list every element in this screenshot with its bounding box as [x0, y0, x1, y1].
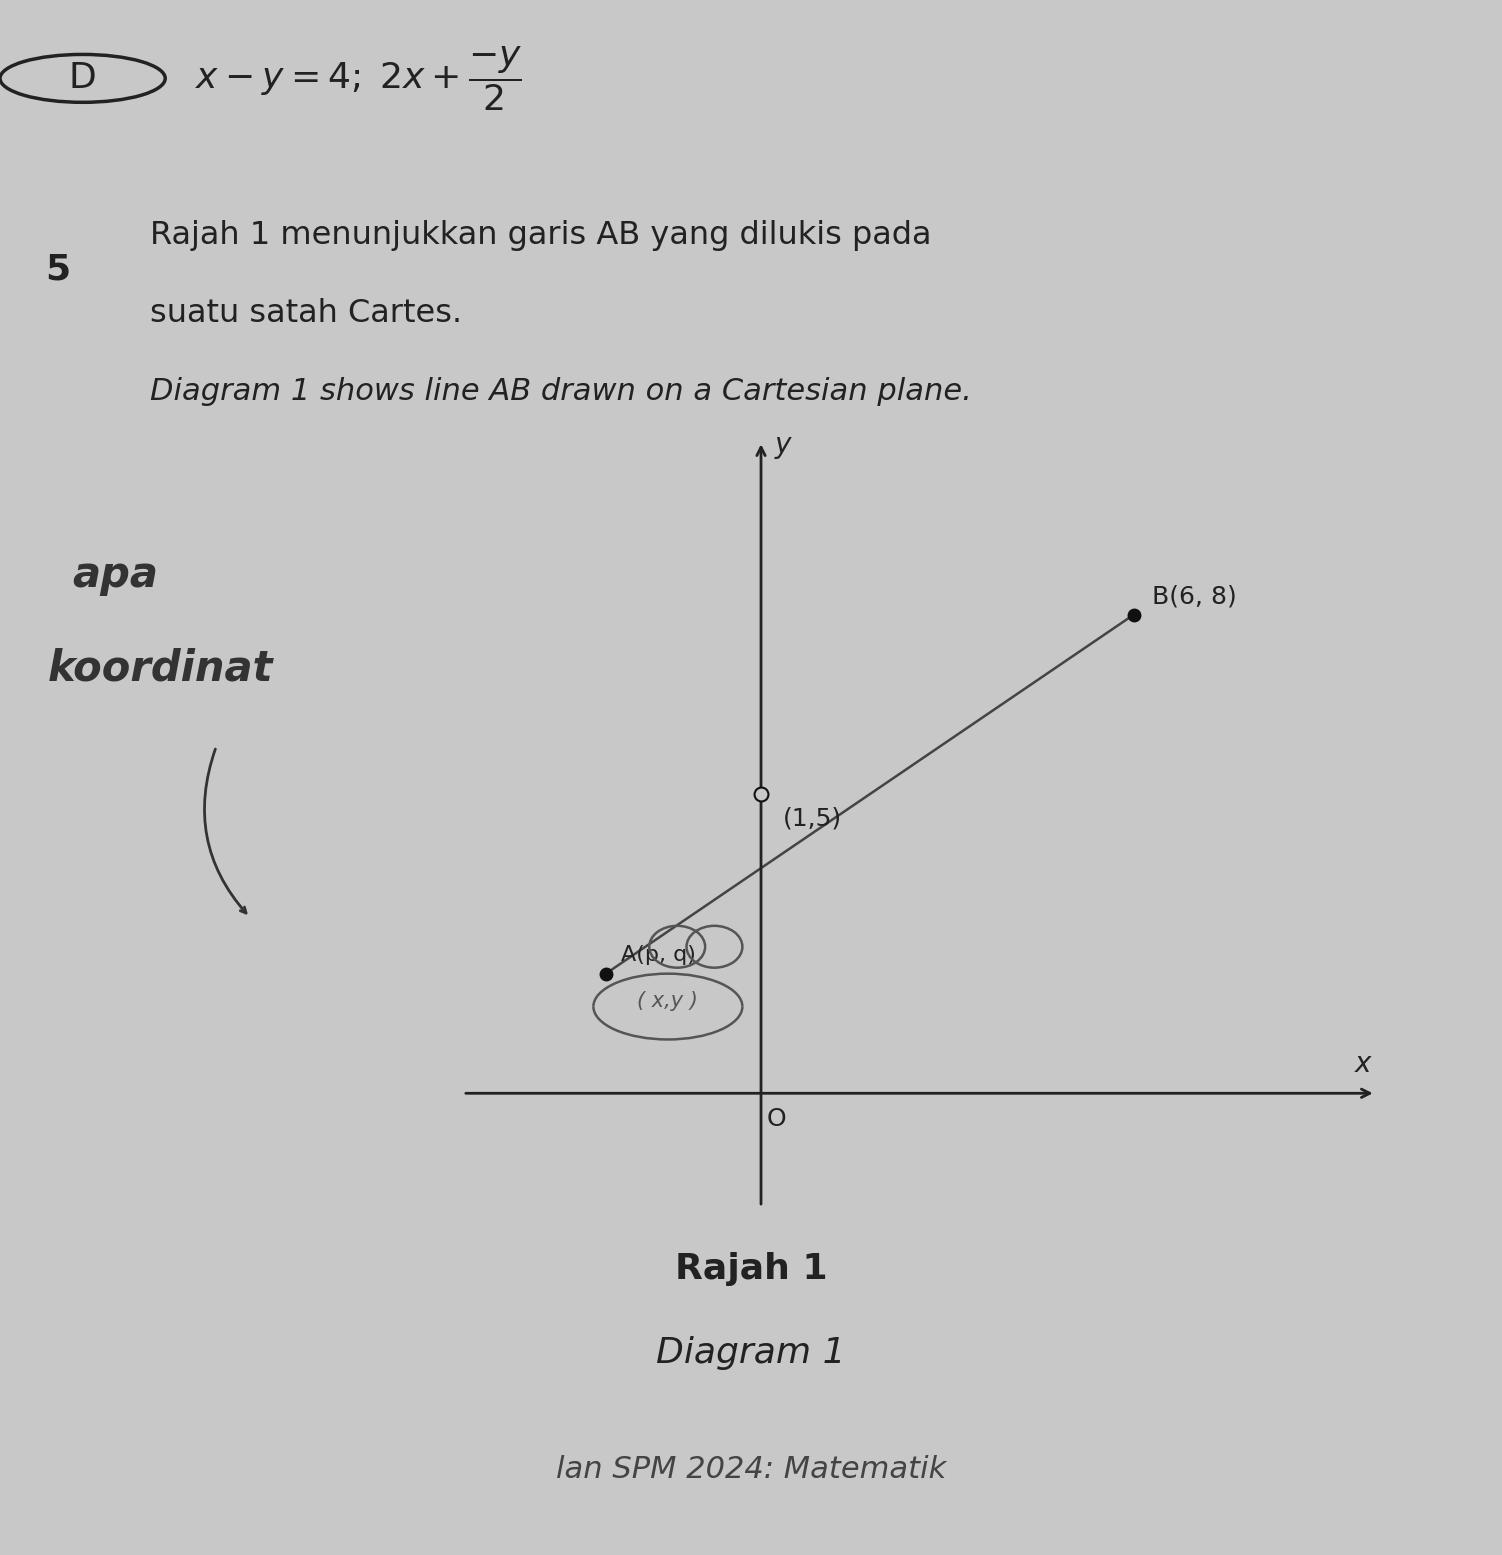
Text: apa: apa	[72, 554, 158, 597]
Text: x: x	[1355, 1050, 1371, 1078]
Text: y: y	[775, 431, 792, 459]
Text: D: D	[69, 61, 96, 95]
Text: Rajah 1: Rajah 1	[674, 1252, 828, 1286]
Text: Diagram 1: Diagram 1	[656, 1336, 846, 1370]
Text: $x - y = 4;\;2x + \dfrac{-y}{2}$: $x - y = 4;\;2x + \dfrac{-y}{2}$	[195, 44, 523, 112]
Text: lan SPM 2024: Matematik: lan SPM 2024: Matematik	[556, 1455, 946, 1483]
Text: B(6, 8): B(6, 8)	[1152, 585, 1236, 610]
Text: Diagram 1 shows line AB drawn on a Cartesian plane.: Diagram 1 shows line AB drawn on a Carte…	[150, 378, 972, 406]
Text: Rajah 1 menunjukkan garis AB yang dilukis pada: Rajah 1 menunjukkan garis AB yang diluki…	[150, 219, 931, 250]
Text: O: O	[766, 1107, 787, 1130]
Text: suatu satah Cartes.: suatu satah Cartes.	[150, 299, 463, 330]
Text: (1,5): (1,5)	[783, 805, 841, 830]
Text: koordinat: koordinat	[48, 647, 273, 690]
Text: ( x,y ): ( x,y )	[637, 991, 698, 1011]
Text: 5: 5	[45, 253, 71, 288]
Text: A(p, q): A(p, q)	[622, 945, 697, 964]
